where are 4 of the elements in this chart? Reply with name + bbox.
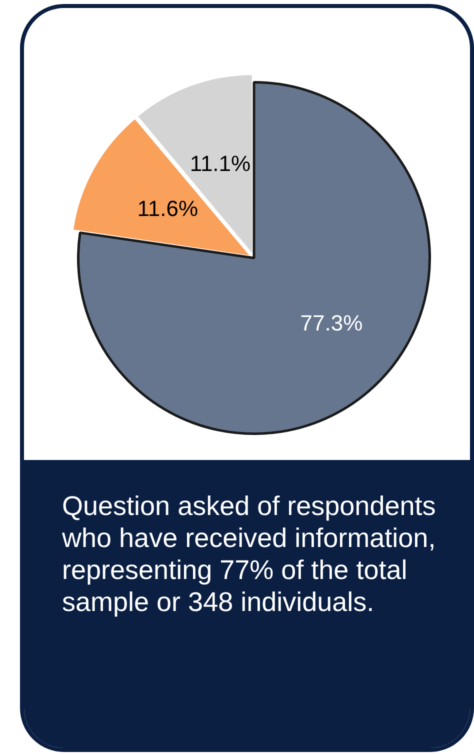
- text: Question asked of respondents who have received information, representing 77% of the total sample or 348 individuals.: [62, 490, 437, 618]
- data-label: 11.1%: [190, 151, 251, 176]
- data-label: 11.6%: [137, 196, 198, 221]
- data-label: 77.3%: [300, 310, 363, 336]
